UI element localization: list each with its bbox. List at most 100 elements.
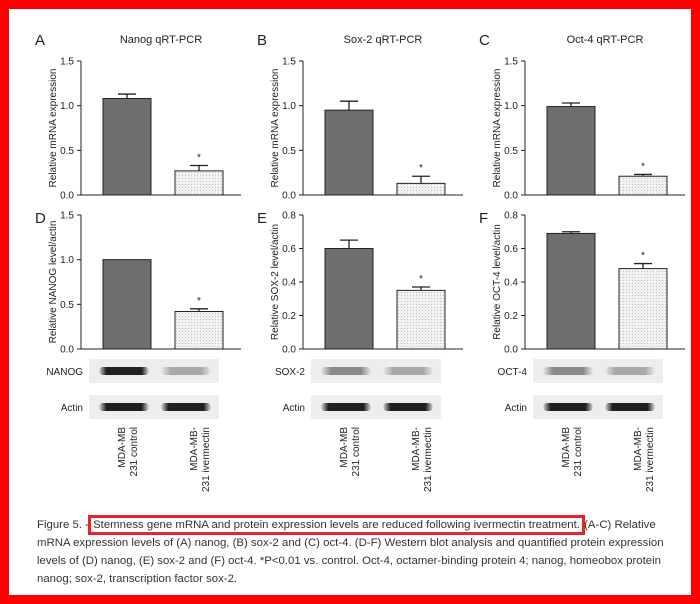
y-tick-label: 1.5 [504,57,518,68]
figure: A Nanog qRT-PCR 0.0 0.5 1.0 1.5 Relative mRNA … [29,25,691,515]
blot-label: SOX-2 [275,367,305,378]
x-category-line: 231 control [129,427,140,476]
blot-band [605,403,655,411]
figure-caption: Figure 5. - Stemness gene mRNA and prote… [37,515,682,588]
panel-letter: B [257,32,267,49]
bar [396,182,446,196]
y-tick-label: 1.0 [504,101,518,112]
y-tick-label: 1.5 [60,57,74,68]
panel-title: Nanog qRT-PCR [120,34,202,46]
panel-letter: F [479,210,488,227]
y-tick-label: 0.5 [60,300,74,311]
panel-letter: A [35,32,45,49]
y-tick-label: 0.8 [504,211,518,222]
significance-marker: * [419,274,423,285]
bar [618,268,668,350]
y-tick-label: 0.2 [504,311,518,322]
significance-marker: * [197,153,201,164]
x-category-line: MDA-MB [117,427,128,468]
blot-label: Actin [61,403,83,414]
x-category-label: MDA-MB-231 ivermectin [189,427,212,492]
y-tick-label: 0.2 [282,311,296,322]
y-tick-label: 0.6 [504,244,518,255]
y-tick-label: 0.0 [282,345,296,356]
y-tick-label: 0.8 [282,211,296,222]
bar [546,232,596,350]
y-tick-label: 1.0 [60,255,74,266]
significance-marker: * [641,161,645,172]
x-category-line: 231 ivermectin [645,427,656,492]
x-category-label: MDA-MB231 control [339,427,362,477]
y-tick-label: 1.5 [282,57,296,68]
significance-marker: * [641,251,645,262]
x-category-label: MDA-MB231 control [561,427,584,477]
y-tick-label: 0.5 [504,146,518,157]
y-tick-label: 0.0 [60,191,74,202]
panel-letter: D [35,210,46,227]
panel-title: Oct-4 qRT-PCR [567,34,644,46]
bar [396,289,446,350]
x-category-line: 231 control [573,427,584,476]
y-tick-label: 0.5 [282,146,296,157]
bar [102,98,152,196]
y-tick-label: 1.5 [60,211,74,222]
y-tick-label: 0.0 [282,191,296,202]
x-category-line: MDA-MB- [189,427,200,471]
y-tick-label: 0.0 [60,345,74,356]
y-tick-label: 1.0 [60,101,74,112]
caption-highlight: Stemness gene mRNA and protein expressio… [88,515,585,535]
x-category-line: 231 control [351,427,362,476]
blot-label: Actin [505,403,527,414]
x-category-label: MDA-MB-231 ivermectin [411,427,434,492]
y-tick-label: 1.0 [282,101,296,112]
y-tick-label: 0.4 [282,278,296,289]
blot-band [383,403,433,411]
x-category-line: 231 ivermectin [201,427,212,492]
bar [174,310,224,350]
panel-title: Sox-2 qRT-PCR [344,34,423,46]
significance-marker: * [419,163,423,174]
caption-prefix: Figure 5. - [37,519,93,531]
x-category-line: MDA-MB [561,427,572,468]
blot-label: Actin [283,403,305,414]
y-axis-label: Relative SOX-2 level/actin [270,224,281,340]
bar [324,248,374,350]
y-axis-label: Relative mRNA expression [492,69,503,188]
blot-label: OCT-4 [498,367,528,378]
x-category-line: MDA-MB [339,427,350,468]
blot-band [99,367,149,375]
y-tick-label: 0.5 [60,146,74,157]
y-axis-label: Relative mRNA expression [270,69,281,188]
x-category-line: MDA-MB- [411,427,422,471]
blot-band [99,403,149,411]
bar [324,109,374,196]
blot-band [383,367,433,375]
blot-band [605,367,655,375]
bar [102,259,152,350]
x-category-label: MDA-MB231 control [117,427,140,477]
caption-rest: (A-C) Relative mRNA expression levels of… [37,519,664,585]
y-tick-label: 0.0 [504,191,518,202]
significance-marker: * [197,296,201,307]
blot-band [543,403,593,411]
bar [174,170,224,196]
y-axis-label: Relative mRNA expression [48,69,59,188]
bar [618,175,668,196]
blot-band [543,367,593,375]
y-tick-label: 0.4 [504,278,518,289]
bar [546,106,596,196]
y-tick-label: 0.0 [504,345,518,356]
blot-label: NANOG [46,367,83,378]
panel-letter: C [479,32,490,49]
x-category-label: MDA-MB-231 ivermectin [633,427,656,492]
x-category-line: MDA-MB- [633,427,644,471]
y-tick-label: 0.6 [282,244,296,255]
